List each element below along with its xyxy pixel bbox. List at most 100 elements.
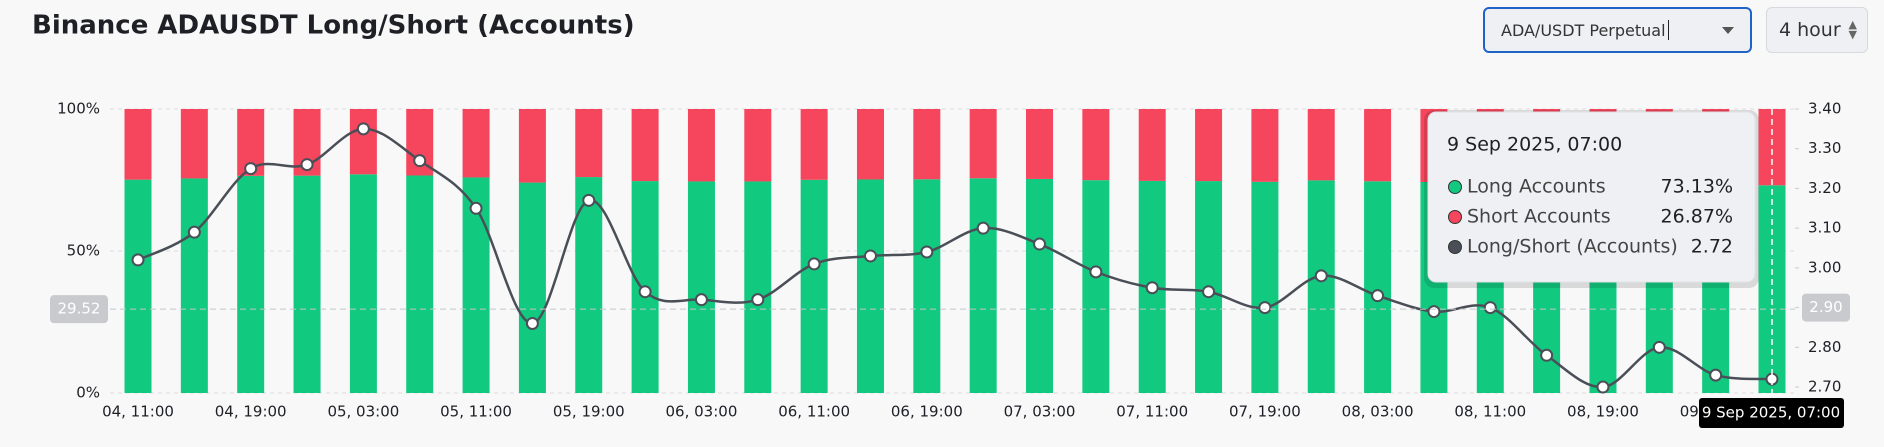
bar-segment — [349, 174, 377, 393]
tooltip-dot — [1448, 180, 1462, 194]
bar-segment — [744, 109, 772, 182]
tooltip-name: Long Accounts — [1467, 176, 1606, 198]
y2-tick-label: 2.70 — [1808, 378, 1841, 396]
chart-title: Binance ADAUSDT Long/Short (Accounts) — [32, 11, 635, 41]
ratio-point — [469, 201, 483, 215]
x-tick-label: 08, 19:00 — [1567, 403, 1639, 421]
x-tick-label: 08, 11:00 — [1454, 403, 1526, 421]
bar-segment — [1082, 180, 1110, 393]
tooltip-dot — [1448, 240, 1462, 254]
bar-segment — [913, 109, 941, 180]
y2-tick-label: 2.80 — [1808, 338, 1841, 356]
x-tick-label: 07, 19:00 — [1229, 403, 1301, 421]
ratio-point — [920, 245, 934, 259]
bar-segment — [1307, 109, 1335, 181]
bar-segment — [518, 109, 546, 183]
ratio-point — [1596, 380, 1610, 394]
x-tick-label: 06, 03:00 — [666, 403, 738, 421]
x-tick-label: 04, 11:00 — [102, 403, 174, 421]
tooltip-value: 2.72 — [1691, 236, 1733, 258]
tooltip-dot — [1448, 210, 1462, 224]
ratio-point — [300, 158, 314, 172]
bar-segment — [969, 178, 997, 393]
y2-tick-label: 3.20 — [1808, 179, 1841, 197]
x-tick-label: 08, 03:00 — [1342, 403, 1414, 421]
bar-segment — [1251, 109, 1279, 182]
bar-segment — [800, 109, 828, 180]
bar-segment — [1364, 109, 1392, 182]
interval-text: 4 hour — [1779, 19, 1841, 41]
tooltip-value: 73.13% — [1661, 176, 1733, 198]
crosshair-x-badge — [1699, 398, 1844, 428]
bar-segment — [180, 178, 208, 393]
crosshair-y-label: 29.52 — [58, 300, 101, 318]
symbol-select[interactable]: ADA/USDT Perpetual — [1483, 7, 1752, 53]
crosshair-x-label: 9 Sep 2025, 07:00 — [1702, 404, 1840, 422]
bar-segment — [180, 109, 208, 179]
ratio-point — [525, 316, 539, 330]
tooltip: 9 Sep 2025, 07:00 Long Accounts 73.13% Shor… — [1424, 110, 1759, 288]
tooltip-box — [1427, 111, 1756, 283]
bar-segment — [1307, 180, 1335, 393]
ratio-point — [1540, 348, 1554, 362]
ratio-point — [1145, 281, 1159, 295]
ratio-point — [413, 154, 427, 168]
bar-segment — [406, 175, 434, 393]
x-tick-label: 04, 19:00 — [215, 403, 287, 421]
x-tick-label: 07, 03:00 — [1004, 403, 1076, 421]
interval-select[interactable]: 4 hour ▲ ▼ — [1766, 7, 1868, 53]
bar-segment — [1364, 181, 1392, 393]
bar-segment — [293, 175, 321, 393]
tooltip-name: Short Accounts — [1467, 206, 1611, 228]
crosshair-y2-label: 2.90 — [1809, 298, 1842, 316]
bar-segment — [1138, 109, 1166, 181]
bar-segment — [856, 179, 884, 393]
bar-segment — [1195, 109, 1223, 182]
y2-tick-label: 3.40 — [1808, 100, 1841, 118]
bar-segment — [744, 181, 772, 393]
bar-segment — [913, 179, 941, 393]
bar-segment — [856, 109, 884, 180]
x-tick-label: 05, 11:00 — [440, 403, 512, 421]
ratio-point — [807, 257, 821, 271]
tooltip-name: Long/Short (Accounts) — [1467, 236, 1678, 258]
bar-segment — [124, 179, 152, 393]
bar-segment — [1026, 178, 1054, 393]
y2-tick-label: 3.30 — [1808, 139, 1841, 157]
tooltip-title: 9 Sep 2025, 07:00 — [1447, 134, 1622, 156]
ratio-point — [131, 253, 145, 267]
bar-segment — [349, 109, 377, 175]
ratio-point — [1202, 285, 1216, 299]
x-tick-label: 06, 19:00 — [891, 403, 963, 421]
ratio-point — [1371, 289, 1385, 303]
y-tick-label: 100% — [57, 100, 100, 118]
x-tick-label: 05, 03:00 — [327, 403, 399, 421]
bar-segment — [687, 181, 715, 393]
ratio-point — [244, 162, 258, 176]
ratio-point — [751, 293, 765, 307]
bar-segment — [124, 109, 152, 180]
ratio-point — [863, 249, 877, 263]
bar-segment — [1251, 181, 1279, 393]
bar-segment — [518, 182, 546, 393]
ratio-point — [1089, 265, 1103, 279]
bar-segment — [687, 109, 715, 182]
ratio-point — [1652, 340, 1666, 354]
y-tick-label: 0% — [76, 384, 100, 402]
x-tick-label: 06, 11:00 — [778, 403, 850, 421]
ratio-point — [187, 225, 201, 239]
ratio-point — [1709, 368, 1723, 382]
ratio-point — [356, 122, 370, 136]
x-tick-label: 05, 19:00 — [553, 403, 625, 421]
y2-tick-label: 3.00 — [1808, 258, 1841, 276]
ratio-point — [1483, 301, 1497, 315]
ratio-point — [1033, 237, 1047, 251]
bar-segment — [237, 175, 265, 393]
ratio-point — [1314, 269, 1328, 283]
bar-segment — [575, 109, 603, 178]
bar-segment — [800, 179, 828, 393]
bar-segment — [969, 109, 997, 179]
crosshair-y-badge — [50, 295, 108, 324]
